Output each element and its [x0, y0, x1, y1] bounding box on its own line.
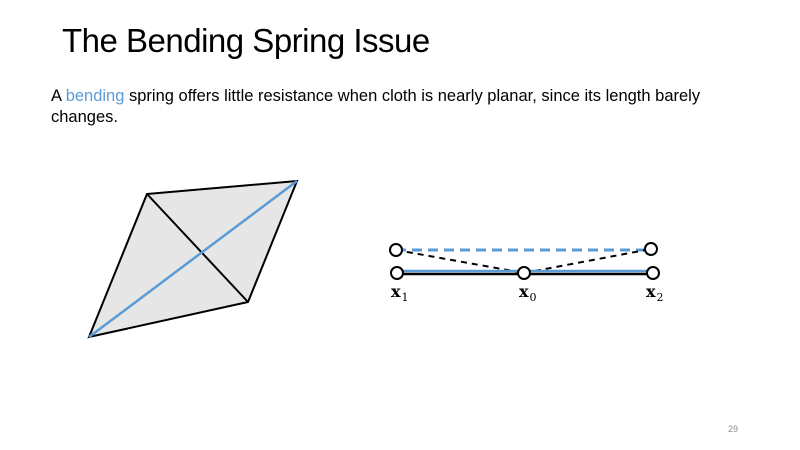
body-suffix: spring offers little resistance when clo…	[51, 87, 701, 126]
bending-spring-diagonal	[88, 180, 298, 338]
vertex-x0	[517, 266, 531, 280]
cloth-quad-diagram	[87, 179, 299, 339]
vertex-top-right	[644, 242, 658, 256]
slide-title: The Bending Spring Issue	[62, 22, 430, 59]
vertex-top-left	[389, 243, 403, 257]
edge-on-diagram: x1 x0 x2	[389, 242, 664, 304]
body-highlight-bending: bending	[65, 87, 125, 105]
label-x1: x1	[391, 282, 409, 304]
page-number: 29	[728, 424, 739, 434]
bent-edge-right-dashed	[523, 248, 652, 274]
slide-body-text: A bending spring offers little resistanc…	[51, 86, 751, 128]
bent-edge-left-dashed	[395, 249, 525, 274]
vertex-x1	[390, 266, 404, 280]
shared-edge	[146, 193, 249, 303]
label-x2: x2	[646, 282, 664, 304]
label-x0: x0	[519, 282, 537, 304]
body-prefix: A	[51, 87, 66, 105]
vertex-x2	[646, 266, 660, 280]
